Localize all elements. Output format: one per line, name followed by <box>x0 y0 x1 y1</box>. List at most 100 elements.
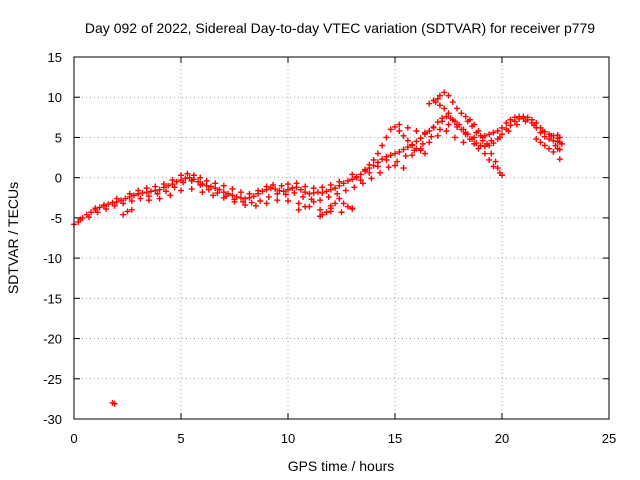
data-point <box>462 131 469 138</box>
data-point <box>171 184 178 191</box>
y-tick-label: -15 <box>43 291 62 306</box>
data-point <box>528 116 535 123</box>
x-tick-label: 25 <box>602 431 616 446</box>
data-point <box>426 100 433 107</box>
data-point <box>323 188 330 195</box>
data-point <box>197 174 204 181</box>
data-point <box>533 119 540 126</box>
data-point <box>124 208 131 215</box>
chart-title: Day 092 of 2022, Sidereal Day-to-day VTE… <box>85 20 595 36</box>
data-point <box>387 152 394 159</box>
data-point <box>486 156 493 163</box>
data-point <box>180 179 187 186</box>
data-point <box>374 150 381 157</box>
data-point <box>462 113 469 120</box>
data-point <box>362 166 369 173</box>
data-point <box>126 190 133 197</box>
data-point <box>349 171 356 178</box>
data-point <box>436 92 443 99</box>
data-point <box>302 183 309 190</box>
data-point <box>481 132 488 139</box>
data-point <box>229 192 236 199</box>
data-point <box>344 177 351 184</box>
data-point <box>317 197 324 204</box>
data-point <box>402 152 409 159</box>
data-point <box>299 193 306 200</box>
data-point <box>546 145 553 152</box>
data-point <box>449 116 456 123</box>
data-point <box>148 188 155 195</box>
data-point <box>310 185 317 192</box>
data-point <box>88 209 95 216</box>
data-point <box>252 202 259 209</box>
data-point <box>306 190 313 197</box>
data-point <box>92 205 99 212</box>
data-point <box>257 197 264 204</box>
data-point <box>421 150 428 157</box>
data-point <box>332 185 339 192</box>
data-point <box>524 114 531 121</box>
data-point <box>336 178 343 185</box>
x-tick-label: 10 <box>281 431 295 446</box>
data-point <box>471 140 478 147</box>
data-point <box>513 121 520 128</box>
data-point <box>436 126 443 133</box>
data-point <box>216 186 223 193</box>
x-tick-label: 15 <box>388 431 402 446</box>
data-point <box>486 131 493 138</box>
data-point <box>111 400 118 407</box>
data-point <box>558 140 565 147</box>
data-point <box>441 105 448 112</box>
data-point <box>334 190 341 197</box>
data-point <box>263 200 270 207</box>
data-point <box>319 189 326 196</box>
data-point <box>556 156 563 163</box>
grid <box>74 57 609 419</box>
data-point <box>242 202 249 209</box>
data-point <box>404 144 411 151</box>
x-tick-label: 5 <box>177 431 184 446</box>
y-tick-label: 0 <box>55 171 62 186</box>
data-point <box>396 121 403 128</box>
data-point <box>499 172 505 179</box>
data-point <box>484 140 491 147</box>
data-point <box>387 126 394 133</box>
data-point <box>413 138 420 145</box>
data-point <box>451 134 458 141</box>
data-point <box>240 198 247 205</box>
y-tick-label: -5 <box>50 211 62 226</box>
data-points <box>71 89 565 407</box>
data-point <box>507 116 514 123</box>
data-point <box>188 177 195 184</box>
data-point <box>434 119 441 126</box>
data-point <box>492 158 499 165</box>
data-point <box>419 140 426 147</box>
data-point <box>160 181 167 188</box>
data-point <box>503 119 510 126</box>
data-point <box>460 139 467 146</box>
data-point <box>203 177 210 184</box>
data-point <box>165 182 172 189</box>
data-point <box>199 189 206 196</box>
data-point <box>274 190 281 197</box>
data-point <box>103 206 110 213</box>
data-point <box>383 156 390 163</box>
y-tick-label: 15 <box>48 50 62 65</box>
data-point <box>270 181 277 188</box>
data-point <box>475 145 482 152</box>
data-point <box>537 124 544 131</box>
data-point <box>220 194 227 201</box>
data-point <box>458 110 465 117</box>
data-point <box>520 113 527 120</box>
data-point <box>135 187 142 194</box>
data-point <box>137 195 144 202</box>
y-tick-label: -25 <box>43 372 62 387</box>
data-point <box>242 195 249 202</box>
data-point <box>274 197 281 204</box>
data-point <box>214 189 221 196</box>
data-point <box>434 132 441 139</box>
data-point <box>353 174 360 181</box>
data-point <box>231 198 238 205</box>
data-point <box>454 121 461 128</box>
data-point <box>173 178 180 185</box>
